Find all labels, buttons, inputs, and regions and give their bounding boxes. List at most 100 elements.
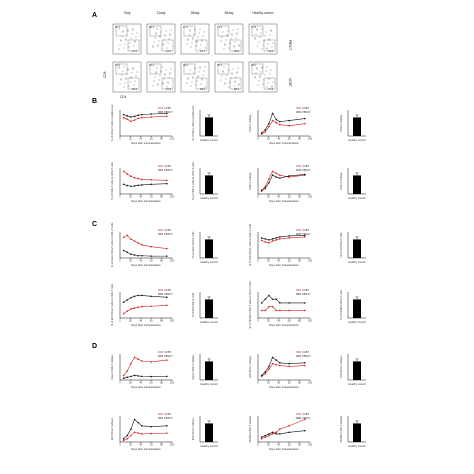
flow-event-dot: [167, 42, 169, 44]
flow-event-dot: [186, 43, 188, 45]
flow-event-dot: [199, 67, 201, 69]
legend-label-pbsct: PBSCT: [302, 232, 311, 236]
flow-percent-bottom: 24.7: [166, 49, 172, 53]
flow-event-dot: [159, 36, 161, 38]
flow-event-dot: [153, 41, 155, 43]
flow-plot: 67.1 27.7: [180, 23, 210, 55]
flow-event-dot: [130, 77, 132, 79]
data-point-pbsct: [122, 377, 125, 379]
x-tick-label: 80: [160, 443, 163, 447]
data-point-ucbt: [275, 239, 278, 241]
flow-event-dot: [202, 74, 204, 76]
y-axis-label: Naive CD4+T cells/μL: [110, 354, 114, 380]
flow-event-dot: [187, 78, 189, 80]
data-point-ucbt: [150, 361, 152, 363]
gate-cd8: [251, 63, 264, 75]
data-point-pbsct: [166, 182, 168, 185]
series-line-pbsct: [123, 418, 167, 439]
data-point-pbsct: [279, 302, 281, 304]
flow-event-dot: [160, 31, 162, 33]
flow-event-dot: [265, 31, 267, 33]
data-point-ucbt: [150, 116, 152, 118]
flow-event-dot: [265, 70, 267, 72]
data-point-ucbt: [304, 309, 306, 312]
data-point-pbsct: [150, 425, 152, 428]
data-point-ucbt: [279, 428, 281, 430]
flow-event-dot: [124, 82, 126, 84]
y-axis-label: CD4+T cells/μL: [339, 172, 343, 190]
flow-event-dot: [229, 42, 231, 44]
flow-event-dot: [135, 36, 137, 38]
data-point-pbsct: [126, 115, 129, 117]
flow-event-dot: [198, 71, 200, 73]
gate-cd8: [149, 25, 162, 37]
data-point-pbsct: [271, 174, 274, 176]
flow-event-dot: [123, 47, 125, 49]
flow-event-dot: [256, 29, 258, 31]
y-axis-label: % of CD4+T cells in CD3+T cells: [191, 161, 195, 199]
gate-cd4: [161, 77, 174, 90]
flow-event-dot: [188, 73, 190, 75]
legend-label-ucbt: UCBT: [164, 164, 171, 168]
flow-event-dot: [189, 30, 191, 32]
flow-percent-bottom: 67.0: [132, 49, 138, 53]
flow-event-dot: [236, 72, 238, 74]
y-axis-label: % of CM CD4+T cells: [339, 232, 343, 258]
flow-event-dot: [229, 82, 231, 84]
flow-event-dot: [261, 67, 263, 69]
flow-event-dot: [204, 66, 206, 68]
flow-event-dot: [272, 81, 274, 83]
data-point-ucbt: [137, 117, 139, 120]
flow-event-dot: [263, 40, 265, 42]
flow-event-dot: [236, 71, 238, 73]
x-tick-label: 60: [288, 195, 291, 199]
flow-event-dot: [162, 43, 164, 45]
bar-healthy-control: [353, 361, 361, 380]
flow-percent-bottom: 58.6: [234, 87, 240, 91]
x-tick-label: 60: [150, 319, 153, 323]
panel-label-d: D: [92, 343, 97, 350]
legend-label-pbsct: PBSCT: [164, 168, 173, 172]
data-point-ucbt: [133, 307, 136, 309]
x-tick-label: 100: [308, 381, 313, 385]
flow-event-dot: [120, 78, 122, 80]
x-axis-label: Days after transplantation: [269, 141, 299, 145]
flow-event-dot: [118, 67, 120, 69]
x-axis-label: Days after transplantation: [131, 323, 161, 327]
data-point-pbsct: [137, 375, 139, 377]
data-point-pbsct: [264, 434, 267, 437]
flow-event-dot: [231, 73, 233, 75]
x-tick-label: 0: [257, 137, 259, 141]
data-point-ucbt: [271, 362, 274, 365]
data-point-pbsct: [141, 294, 143, 297]
flow-event-dot: [128, 46, 130, 48]
flow-event-dot: [119, 44, 121, 46]
data-point-pbsct: [288, 302, 291, 304]
data-point-ucbt: [279, 364, 281, 367]
data-point-ucbt: [122, 236, 125, 239]
flow-event-dot: [222, 71, 224, 73]
flow-event-dot: [169, 33, 171, 35]
flow-percent-top: 40.0: [183, 63, 189, 67]
data-point-ucbt: [133, 240, 136, 242]
data-point-ucbt: [166, 115, 168, 117]
flow-event-dot: [195, 45, 197, 47]
data-point-ucbt: [271, 170, 274, 173]
x-tick-label: 60: [150, 137, 153, 141]
y-axis-label: EM CD4+T cells/μL: [110, 417, 114, 440]
x-tick-label: 0: [257, 443, 259, 447]
y-axis-label: CM CD4+T cells/μL: [339, 355, 343, 378]
bar-chart: % of naive CD4+T cells Healthy control: [191, 231, 218, 264]
flow-event-dot: [194, 67, 196, 69]
flow-event-dot: [230, 38, 232, 40]
flow-event-dot: [168, 38, 170, 40]
bar-healthy-control: [353, 239, 361, 258]
flow-event-dot: [164, 73, 166, 75]
flow-event-dot: [132, 28, 134, 30]
flow-plot: 37.6 49.5: [248, 23, 278, 55]
legend-label-pbsct: PBSCT: [302, 416, 311, 420]
data-point-pbsct: [166, 255, 168, 257]
gate-cd8: [251, 25, 264, 37]
data-point-ucbt: [122, 374, 125, 377]
flow-plot: 39.1 58.6: [214, 61, 244, 93]
